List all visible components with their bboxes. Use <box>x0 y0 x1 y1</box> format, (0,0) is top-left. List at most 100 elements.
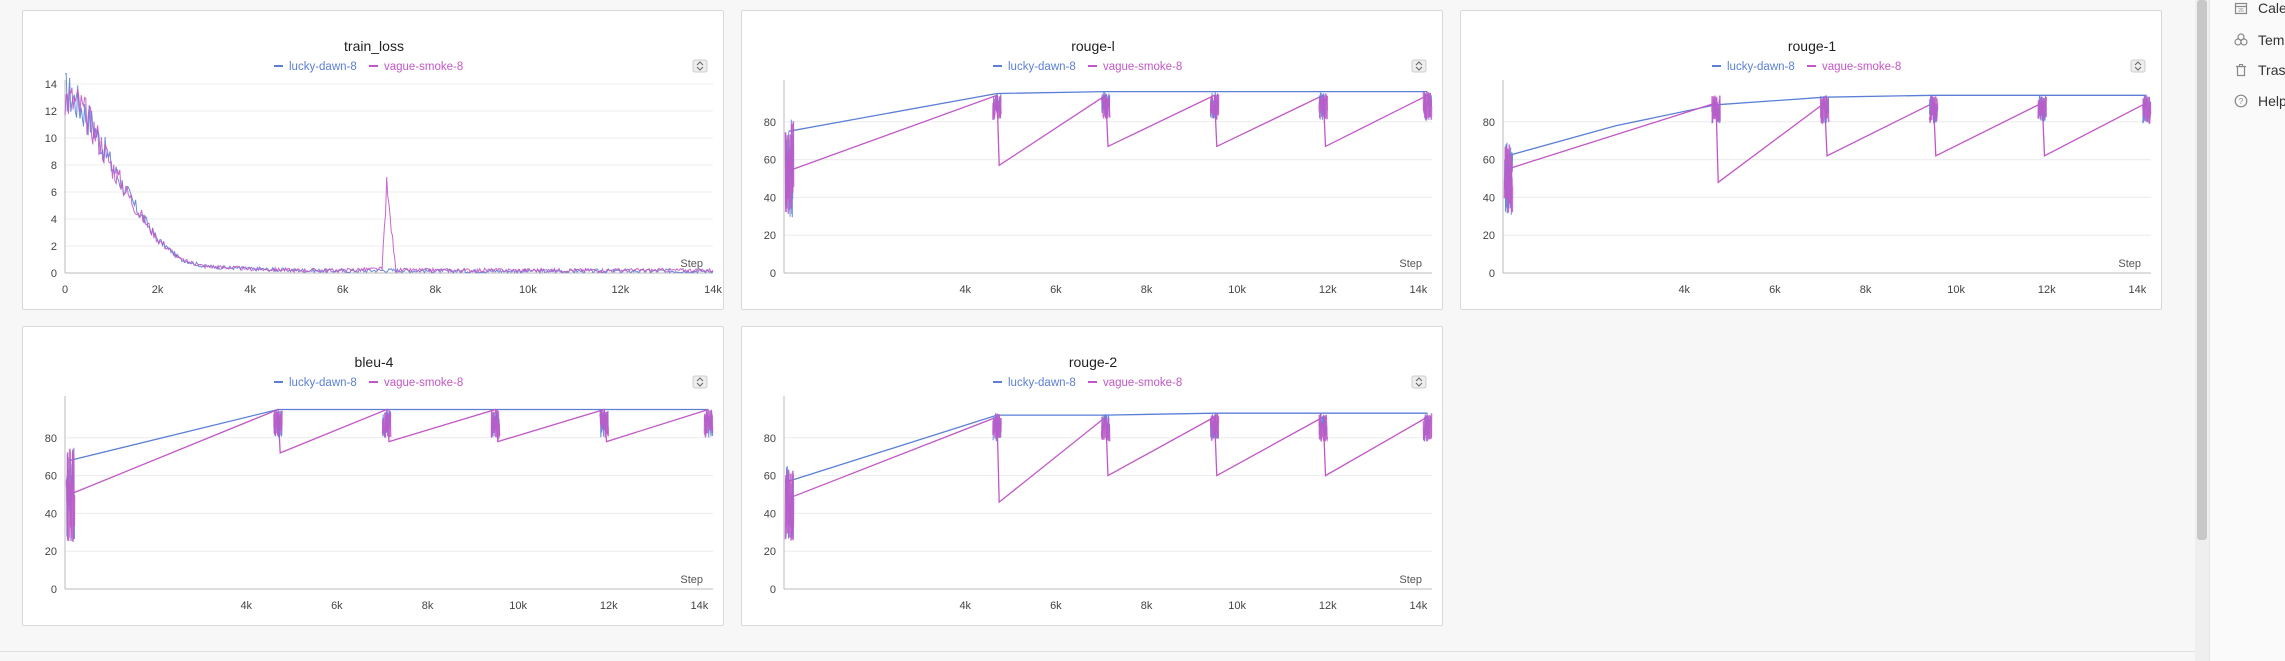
cluster-noise-run-b <box>1318 413 1328 443</box>
x-tick-label: 12k <box>612 284 630 296</box>
eval-cluster <box>992 412 1002 442</box>
legend-label-run-b: vague-smoke-8 <box>384 61 463 73</box>
sidebar-item-help[interactable]: ? Help <box>2234 91 2285 111</box>
legend-label-run-a: lucky-dawn-8 <box>1008 61 1076 73</box>
series-line-lucky-dawn-8 <box>69 408 709 462</box>
y-tick-label: 40 <box>764 508 776 520</box>
cluster-noise-run-b <box>599 410 609 438</box>
chevron-updown-icon <box>1415 61 1423 71</box>
x-tick-label: 4k <box>244 284 256 296</box>
eval-cluster <box>1318 413 1328 443</box>
chart-title: rouge-l <box>1071 38 1115 54</box>
chart-title: rouge-2 <box>1069 354 1117 370</box>
eval-cluster <box>2037 94 2047 122</box>
x-tick-label: 14k <box>1410 600 1428 612</box>
series-line-lucky-dawn-8 <box>788 412 1428 482</box>
eval-cluster <box>703 409 714 438</box>
chart-svg: rouge-2 lucky-dawn-8 vague-smoke-8 0 20 40 60 8… <box>764 354 1433 612</box>
series-line-vague-smoke-8 <box>788 415 1428 504</box>
chart-panel-rouge-1[interactable]: rouge-1 lucky-dawn-8 vague-smoke-8 0 20 40 60 8… <box>1460 10 2162 310</box>
y-tick-label: 8 <box>51 160 57 172</box>
y-tick-label: 0 <box>51 584 57 596</box>
x-tick-label: 8k <box>1860 284 1872 296</box>
y-tick-label: 40 <box>45 508 57 520</box>
chart-panel-bleu-4[interactable]: bleu-4 lucky-dawn-8 vague-smoke-8 0 20 40 60 80… <box>22 326 724 626</box>
eval-cluster <box>490 409 501 441</box>
workspace-panels: train_loss lucky-dawn-8 vague-smoke-8 0 2 4 6 8… <box>0 10 2195 652</box>
cluster-noise-run-b <box>1422 91 1433 122</box>
cluster-noise-run-b <box>1100 93 1111 120</box>
x-tick-label: 8k <box>422 600 434 612</box>
eval-cluster <box>273 410 283 438</box>
section-divider <box>0 651 2195 652</box>
legend-label-run-a: lucky-dawn-8 <box>1008 377 1076 389</box>
y-tick-label: 60 <box>45 471 57 483</box>
cluster-noise-run-b <box>784 469 795 541</box>
sidebar-item-label: Trash <box>2258 62 2285 78</box>
toggle-box[interactable] <box>692 375 708 389</box>
chevron-updown-icon <box>696 377 704 387</box>
chart-title: rouge-1 <box>1788 38 1836 54</box>
cluster-noise-run-b <box>992 94 1002 120</box>
y-tick-label: 0 <box>770 584 776 596</box>
toggle-box[interactable] <box>692 59 708 73</box>
x-tick-label: 8k <box>1141 600 1153 612</box>
eval-cluster <box>1711 95 1721 124</box>
y-tick-label: 0 <box>1489 268 1495 280</box>
eval-cluster <box>1503 142 1514 215</box>
eval-cluster <box>1928 95 1939 124</box>
y-tick-label: 40 <box>764 192 776 204</box>
toggle-box[interactable] <box>1411 375 1427 389</box>
x-axis-label: Step <box>680 574 703 586</box>
y-tick-label: 80 <box>1483 117 1495 129</box>
x-tick-label: 12k <box>2038 284 2056 296</box>
eval-cluster <box>1318 92 1328 120</box>
y-tick-label: 14 <box>45 79 57 91</box>
toggle-box[interactable] <box>1411 59 1427 73</box>
eval-cluster <box>1819 95 1830 125</box>
eval-cluster <box>1100 413 1111 442</box>
chart-panel-rouge-2[interactable]: rouge-2 lucky-dawn-8 vague-smoke-8 0 20 40 60 8… <box>741 326 1443 626</box>
chart-panel-rouge-l[interactable]: rouge-l lucky-dawn-8 vague-smoke-8 0 20 40 60 8… <box>741 10 1443 310</box>
sidebar-item-templates[interactable]: Templates <box>2234 30 2285 50</box>
panel-menu-toggle[interactable] <box>1411 375 1427 389</box>
toggle-box[interactable] <box>2130 59 2146 73</box>
cluster-noise-run-b <box>2037 96 2047 120</box>
x-tick-label: 14k <box>691 600 709 612</box>
cluster-noise-run-b <box>1318 93 1328 120</box>
eval-cluster <box>599 409 609 438</box>
cluster-noise-run-b <box>1503 144 1514 213</box>
sidebar-item-label: Help <box>2258 93 2285 109</box>
sidebar-item-calendar[interactable]: 26 Calendar <box>2234 0 2285 18</box>
eval-cluster <box>1422 413 1433 442</box>
chart-panel-train-loss[interactable]: train_loss lucky-dawn-8 vague-smoke-8 0 2 4 6 8… <box>22 10 724 310</box>
legend-label-run-b: vague-smoke-8 <box>1103 61 1182 73</box>
chart-title: bleu-4 <box>355 354 394 370</box>
y-tick-label: 10 <box>45 133 57 145</box>
legend-label-run-b: vague-smoke-8 <box>1103 377 1182 389</box>
legend-label-run-b: vague-smoke-8 <box>1822 61 1901 73</box>
panel-menu-toggle[interactable] <box>692 375 708 389</box>
series-line-lucky-dawn-8 <box>788 90 1428 132</box>
scrollbar-thumb[interactable] <box>2197 0 2207 540</box>
sidebar-item-trash[interactable]: Trash <box>2234 60 2285 80</box>
cluster-noise-run-b <box>1711 95 1721 124</box>
chart-legend: lucky-dawn-8 vague-smoke-8 <box>274 377 463 389</box>
chart-legend: lucky-dawn-8 vague-smoke-8 <box>1712 61 1901 73</box>
y-tick-label: 20 <box>1483 230 1495 242</box>
eval-cluster <box>1422 91 1433 122</box>
templates-icon <box>2234 33 2248 46</box>
panel-menu-toggle[interactable] <box>1411 59 1427 73</box>
cluster-noise-run-b <box>1209 94 1220 120</box>
chart-legend: lucky-dawn-8 vague-smoke-8 <box>993 61 1182 73</box>
eval-cluster <box>65 447 76 542</box>
cluster-noise-run-b <box>490 409 501 441</box>
y-tick-label: 12 <box>45 106 57 118</box>
panel-menu-toggle[interactable] <box>2130 59 2146 73</box>
trash-icon <box>2236 64 2246 77</box>
x-tick-label: 6k <box>1050 284 1062 296</box>
panel-menu-toggle[interactable] <box>692 59 708 73</box>
y-tick-label: 6 <box>51 187 57 199</box>
cluster-noise-run-b <box>703 409 714 438</box>
x-tick-label: 6k <box>1769 284 1781 296</box>
